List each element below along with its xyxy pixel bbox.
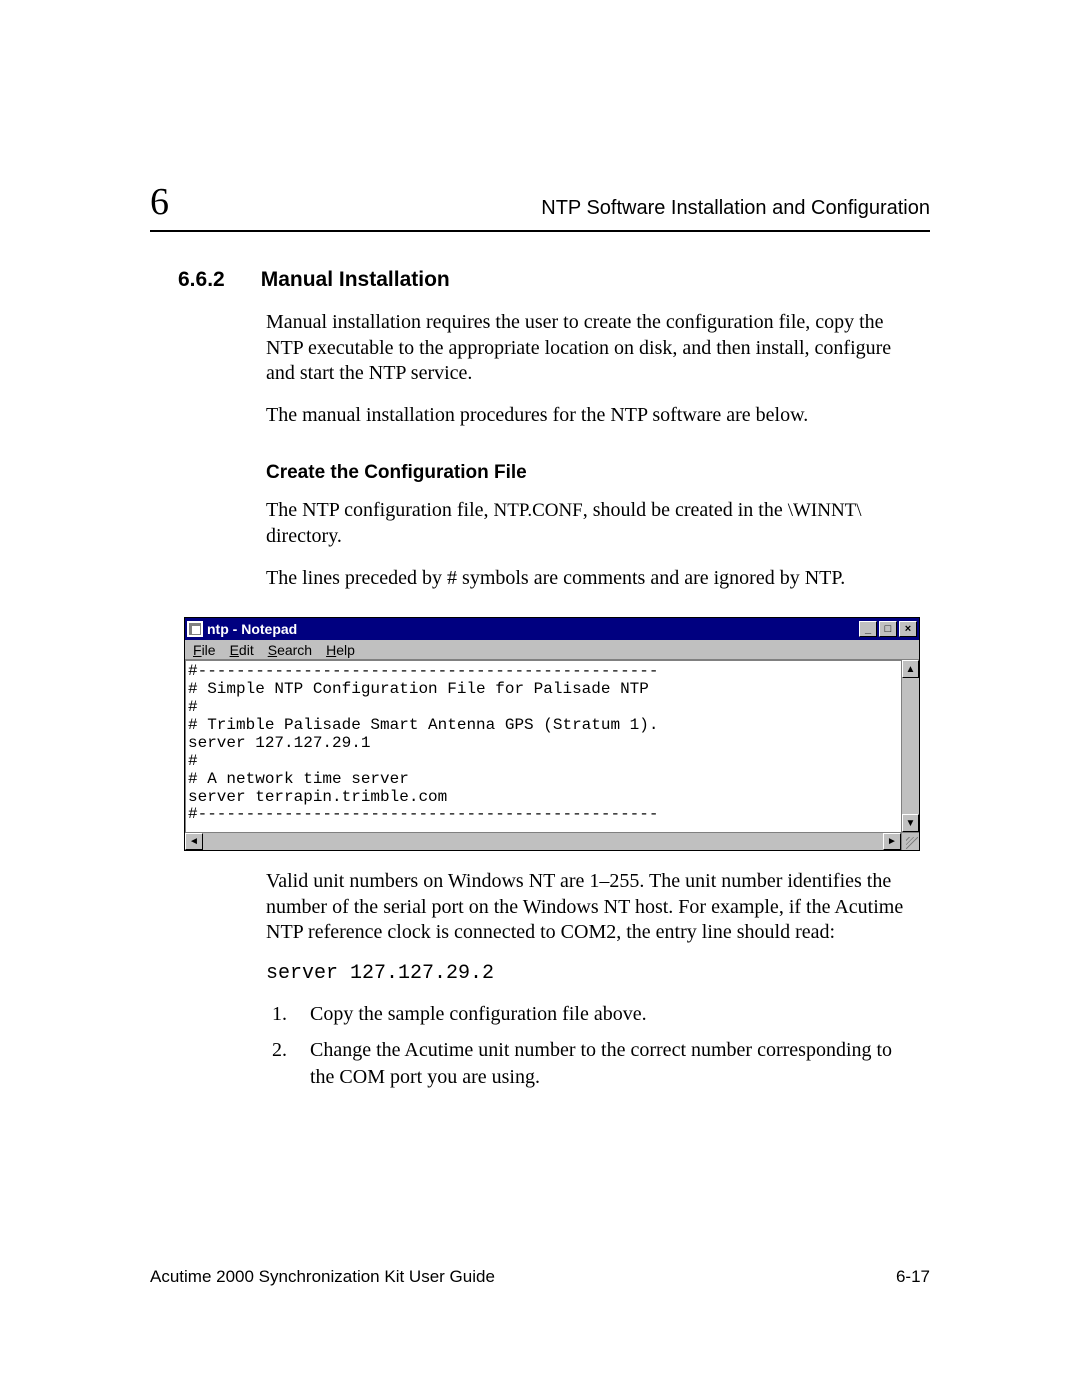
text: The NTP configuration file,: [266, 499, 494, 521]
paragraph: The manual installation procedures for t…: [266, 403, 920, 429]
footer: Acutime 2000 Synchronization Kit User Gu…: [150, 1267, 930, 1287]
page: 6 NTP Software Installation and Configur…: [0, 0, 1080, 1397]
running-title: NTP Software Installation and Configurat…: [541, 197, 930, 220]
section-title: Manual Installation: [261, 268, 450, 292]
code-line: server 127.127.29.2: [266, 962, 920, 985]
inline-path: \WINNT\: [788, 500, 862, 521]
body: Manual installation requires the user to…: [266, 310, 920, 591]
chapter-number: 6: [150, 180, 169, 224]
menu-search[interactable]: Search: [268, 642, 312, 658]
running-header: 6 NTP Software Installation and Configur…: [150, 180, 930, 232]
scroll-left-icon[interactable]: ◄: [185, 833, 203, 850]
text: directory.: [266, 525, 342, 547]
bottom-bar: ◄ ►: [185, 832, 919, 850]
vertical-scrollbar[interactable]: ▲ ▼: [901, 660, 919, 832]
list-item: Copy the sample configuration file above…: [292, 1001, 920, 1027]
titlebar[interactable]: ntp - Notepad _ □ ×: [185, 618, 919, 640]
notepad-window: ntp - Notepad _ □ × File Edit Search Hel…: [184, 617, 920, 851]
resize-grip-icon[interactable]: [901, 832, 919, 850]
menu-file[interactable]: File: [193, 642, 216, 658]
menubar: File Edit Search Help: [185, 640, 919, 660]
paragraph: Valid unit numbers on Windows NT are 1–2…: [266, 869, 920, 946]
list-item: Change the Acutime unit number to the co…: [292, 1037, 920, 1090]
paragraph: The NTP configuration file, NTP.CONF, sh…: [266, 498, 920, 549]
scroll-track[interactable]: [902, 678, 919, 814]
menu-edit[interactable]: Edit: [230, 642, 254, 658]
scroll-right-icon[interactable]: ►: [883, 833, 901, 850]
body: Valid unit numbers on Windows NT are 1–2…: [266, 869, 920, 1090]
subsection-title: Create the Configuration File: [266, 462, 920, 484]
footer-right: 6-17: [896, 1267, 930, 1287]
scroll-track[interactable]: [203, 833, 883, 850]
scroll-down-icon[interactable]: ▼: [902, 814, 919, 832]
text: , should be created in the: [583, 499, 788, 521]
maximize-button[interactable]: □: [879, 621, 897, 637]
minimize-button[interactable]: _: [859, 621, 877, 637]
close-button[interactable]: ×: [899, 621, 917, 637]
section-heading: 6.6.2 Manual Installation: [178, 268, 930, 292]
editor-area: #---------------------------------------…: [185, 660, 919, 832]
text-editor[interactable]: #---------------------------------------…: [185, 660, 901, 832]
section-number: 6.6.2: [178, 268, 225, 292]
horizontal-scrollbar[interactable]: ◄ ►: [185, 832, 901, 850]
paragraph: Manual installation requires the user to…: [266, 310, 920, 387]
window-title: ntp - Notepad: [207, 621, 297, 637]
paragraph: The lines preceded by # symbols are comm…: [266, 566, 920, 592]
inline-code: NTP.CONF: [494, 500, 583, 521]
footer-left: Acutime 2000 Synchronization Kit User Gu…: [150, 1267, 495, 1287]
ordered-steps: Copy the sample configuration file above…: [266, 1001, 920, 1090]
scroll-up-icon[interactable]: ▲: [902, 660, 919, 678]
notepad-app-icon: [187, 621, 203, 637]
menu-help[interactable]: Help: [326, 642, 355, 658]
